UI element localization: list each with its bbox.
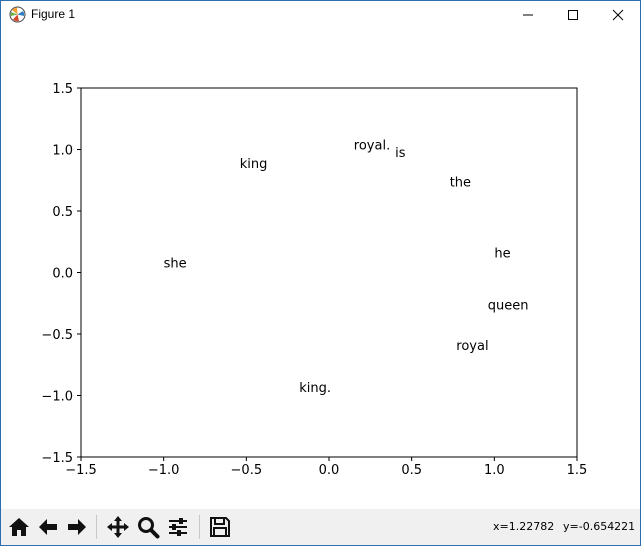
title-bar[interactable]: Figure 1 xyxy=(1,1,640,29)
x-tick-label: 1.0 xyxy=(484,463,505,478)
home-icon xyxy=(9,518,29,536)
figure-canvas[interactable]: −1.5 −1.0 −0.5 0.0 0.5 1.0 1.5 1.5 1.0 0.5 0.0 −0.5… xyxy=(1,29,640,509)
close-button[interactable] xyxy=(595,1,641,29)
point-label: king xyxy=(240,157,268,172)
x-coordinate-readout: x=1.22782 xyxy=(493,520,555,533)
y-tick-label: −1.0 xyxy=(41,390,73,405)
matplotlib-logo-icon xyxy=(9,6,26,23)
y-tick-label: 0.5 xyxy=(52,205,73,220)
save-icon xyxy=(210,517,230,537)
x-tick-label: 0.5 xyxy=(401,463,422,478)
pan-button[interactable] xyxy=(104,513,132,541)
scatter-plot[interactable]: −1.5 −1.0 −0.5 0.0 0.5 1.0 1.5 1.5 1.0 0.5 0.0 −0.5… xyxy=(1,29,640,509)
y-tick-label: −0.5 xyxy=(41,328,73,343)
y-tick-label: −1.5 xyxy=(41,451,73,466)
point-label: he xyxy=(494,247,510,262)
point-label: is xyxy=(395,146,406,161)
configure-subplots-icon xyxy=(169,518,187,536)
close-icon xyxy=(612,9,624,21)
point-label: king. xyxy=(299,381,331,396)
x-tick-label: 0.0 xyxy=(319,463,340,478)
back-button[interactable] xyxy=(34,513,62,541)
minimize-button[interactable] xyxy=(505,1,551,29)
forward-arrow-icon xyxy=(68,519,86,535)
window-title: Figure 1 xyxy=(31,7,76,21)
save-button[interactable] xyxy=(206,513,234,541)
maximize-button[interactable] xyxy=(550,1,596,29)
x-tick-label: −0.5 xyxy=(231,463,263,478)
home-button[interactable] xyxy=(5,513,33,541)
y-tick-label: 0.0 xyxy=(52,267,73,282)
y-tick-label: 1.0 xyxy=(52,144,73,159)
forward-button[interactable] xyxy=(63,513,91,541)
x-tick-label: −1.5 xyxy=(65,463,97,478)
y-tick-label: 1.5 xyxy=(52,82,73,97)
x-tick-label: −1.0 xyxy=(148,463,180,478)
point-label: she xyxy=(164,257,187,272)
zoom-button[interactable] xyxy=(134,513,162,541)
pan-icon xyxy=(107,516,129,538)
x-tick-label: 1.5 xyxy=(567,463,588,478)
zoom-icon xyxy=(138,517,160,539)
navigation-toolbar: x=1.22782 y=-0.654221 xyxy=(1,509,640,545)
point-label: queen xyxy=(488,298,529,313)
toolbar-separator xyxy=(96,515,97,539)
minimize-icon xyxy=(523,14,533,16)
point-label: royal. xyxy=(354,139,390,154)
maximize-icon xyxy=(568,10,578,20)
configure-subplots-button[interactable] xyxy=(164,513,192,541)
axes-frame xyxy=(80,87,578,458)
back-arrow-icon xyxy=(39,519,57,535)
point-label: royal xyxy=(456,339,488,354)
toolbar-separator xyxy=(199,515,200,539)
y-coordinate-readout: y=-0.654221 xyxy=(563,520,636,533)
point-label: the xyxy=(450,175,471,190)
